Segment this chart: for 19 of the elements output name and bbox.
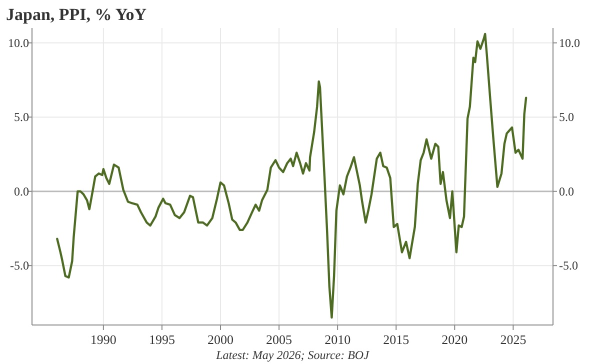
y2-tick-label: -5.0 — [559, 258, 578, 273]
x-tick-label: 2025 — [500, 332, 526, 347]
x-tick-label: 1990 — [90, 332, 116, 347]
y-tick-label: 10.0 — [8, 36, 29, 50]
y-tick-label: -5.0 — [10, 258, 29, 273]
x-tick-label: 2015 — [383, 332, 410, 347]
y-tick-label: 5.0 — [14, 110, 29, 124]
y-tick-label: 0.0 — [14, 184, 29, 198]
y2-tick-label: 0.0 — [559, 184, 574, 198]
line-series — [56, 32, 528, 319]
text: Latest: May 2026; Source: BOJ — [215, 348, 370, 362]
y2-tick-label: 10.0 — [559, 36, 580, 50]
x-tick-label: 1995 — [148, 332, 175, 347]
x-tick-label: 2010 — [324, 332, 351, 347]
x-tick-label: 2000 — [207, 332, 234, 347]
x-tick-label: 2020 — [442, 332, 468, 347]
y2-tick-label: 5.0 — [559, 110, 574, 124]
chart-title: Japan, PPI, % YoY — [6, 5, 147, 24]
x-tick-label: 2005 — [266, 332, 292, 347]
